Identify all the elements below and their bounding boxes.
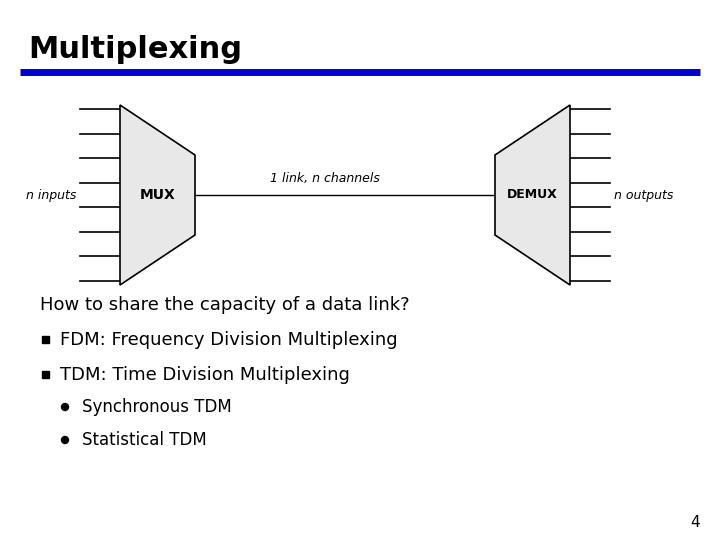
FancyBboxPatch shape: [42, 371, 49, 378]
Text: 4: 4: [690, 515, 700, 530]
Polygon shape: [120, 105, 195, 285]
Text: Statistical TDM: Statistical TDM: [82, 431, 207, 449]
Text: 1 link, n channels: 1 link, n channels: [270, 172, 380, 185]
Text: n outputs: n outputs: [614, 188, 673, 201]
Text: TDM: Time Division Multiplexing: TDM: Time Division Multiplexing: [60, 366, 350, 384]
Text: MUX: MUX: [140, 188, 176, 202]
Text: FDM: Frequency Division Multiplexing: FDM: Frequency Division Multiplexing: [60, 331, 397, 349]
Text: How to share the capacity of a data link?: How to share the capacity of a data link…: [40, 296, 410, 314]
Circle shape: [61, 403, 68, 410]
Polygon shape: [495, 105, 570, 285]
Circle shape: [61, 436, 68, 443]
Text: n inputs: n inputs: [26, 188, 76, 201]
Text: Synchronous TDM: Synchronous TDM: [82, 398, 232, 416]
Text: Multiplexing: Multiplexing: [28, 36, 242, 64]
Text: DEMUX: DEMUX: [507, 188, 558, 201]
FancyBboxPatch shape: [42, 336, 49, 343]
